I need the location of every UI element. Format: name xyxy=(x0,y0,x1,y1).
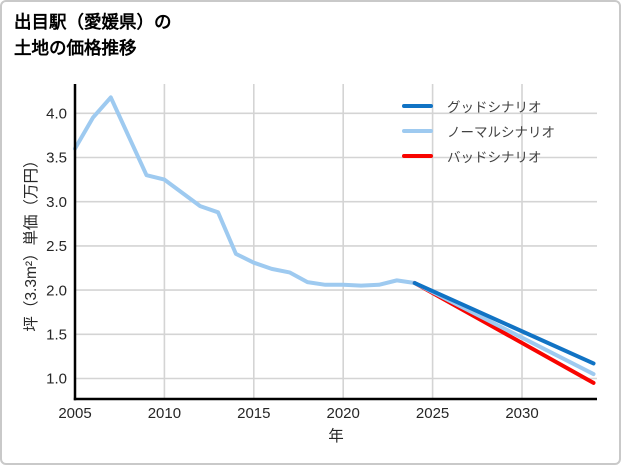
tick-labels: 1.0 1.5 2.0 2.5 3.0 3.5 4.0 2005 2010 2015 2020 202… xyxy=(46,106,539,423)
y-tick-label: 1.0 xyxy=(46,371,67,388)
legend-swatch-normal xyxy=(402,128,433,133)
x-tick-label: 2005 xyxy=(58,405,91,422)
y-tick-label: 2.5 xyxy=(46,238,67,255)
axes xyxy=(73,84,597,401)
x-tick-label: 2020 xyxy=(327,405,360,422)
chart-title: 出目駅（愛媛県）の 土地の価格推移 xyxy=(14,9,172,61)
series-lines xyxy=(73,95,596,385)
chart-title-line1: 出目駅（愛媛県）の xyxy=(14,12,172,32)
y-tick-label: 1.5 xyxy=(46,327,67,344)
x-tick-label: 2015 xyxy=(237,405,270,422)
y-tick-label: 4.0 xyxy=(46,106,67,123)
y-axis-label: 坪（3.3m²）単価（万円） xyxy=(23,152,40,332)
legend-item-good: グッドシナリオ xyxy=(402,93,555,118)
x-tick-label: 2010 xyxy=(148,405,181,422)
legend-label-normal: ノーマルシナリオ xyxy=(447,124,555,140)
x-tick-label: 2025 xyxy=(416,405,449,422)
chart-title-line2: 土地の価格推移 xyxy=(14,38,137,58)
series-line-history xyxy=(73,95,417,288)
legend-label-bad: バッドシナリオ xyxy=(447,149,542,165)
legend-item-bad: バッドシナリオ xyxy=(402,143,555,168)
y-tick-label: 2.0 xyxy=(46,282,67,299)
legend: グッドシナリオ ノーマルシナリオ バッドシナリオ xyxy=(402,93,555,168)
series-line-good xyxy=(412,281,596,366)
legend-item-normal: ノーマルシナリオ xyxy=(402,118,555,143)
y-tick-label: 3.0 xyxy=(46,194,67,211)
x-axis-label: 年 xyxy=(328,428,344,445)
y-tick-label: 3.5 xyxy=(46,150,67,167)
legend-label-good: グッドシナリオ xyxy=(447,99,542,115)
x-tick-label: 2030 xyxy=(505,405,538,422)
legend-swatch-bad xyxy=(402,153,433,158)
legend-swatch-good xyxy=(402,103,433,108)
